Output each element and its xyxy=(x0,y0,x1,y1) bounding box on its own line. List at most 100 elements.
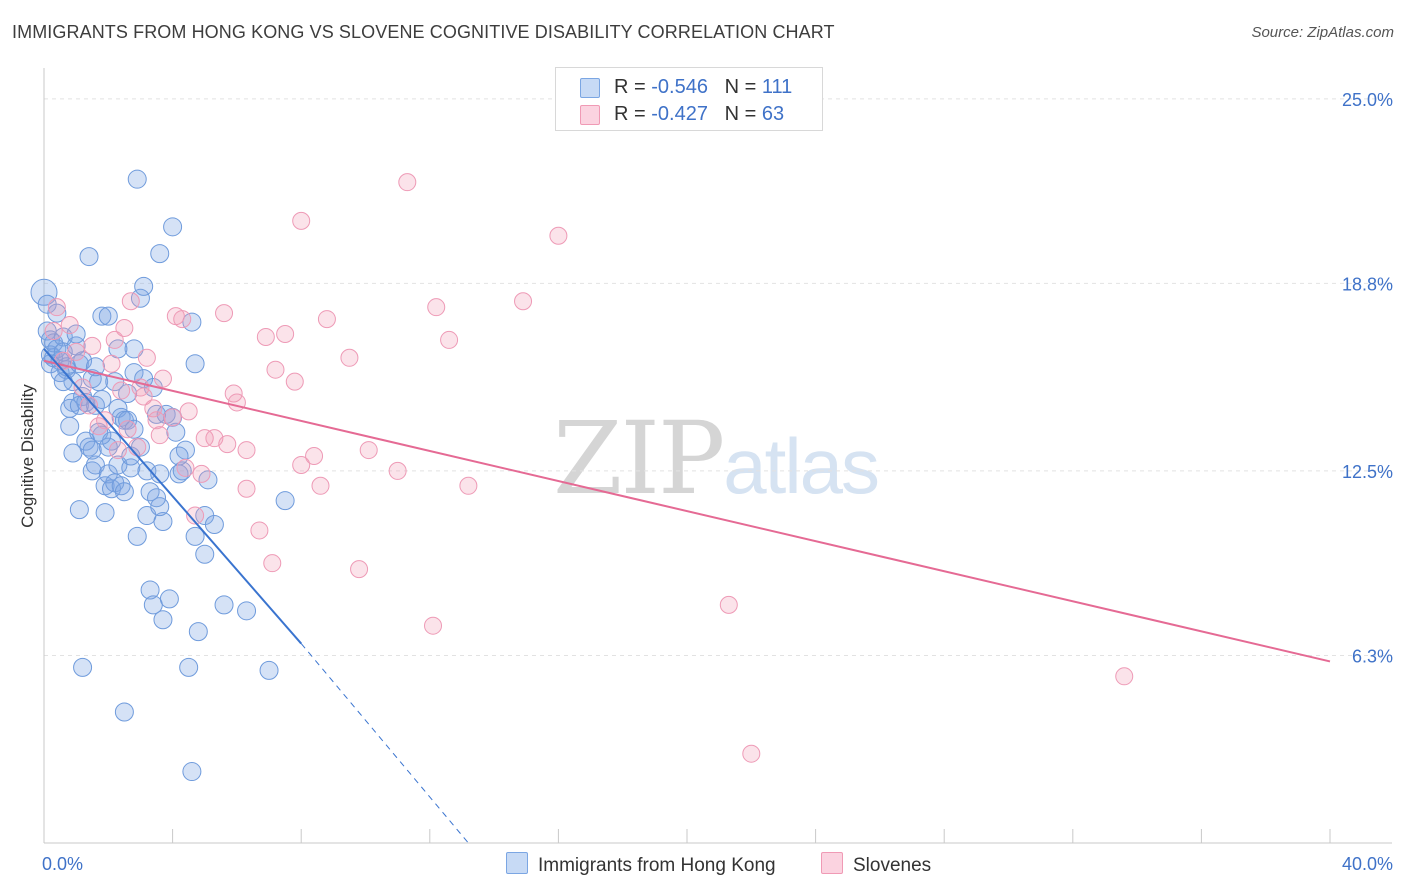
data-point-hong-kong xyxy=(185,526,205,546)
data-point-hong-kong xyxy=(124,339,144,359)
series-slovenes-points xyxy=(44,173,1134,763)
data-point-hong-kong xyxy=(147,488,167,508)
data-point-hong-kong xyxy=(73,657,93,677)
data-point-hong-kong xyxy=(134,276,154,296)
data-point-hong-kong xyxy=(69,500,89,520)
bottom-legend-hong-kong: Immigrants from Hong Kong xyxy=(506,852,776,877)
data-point-hong-kong xyxy=(137,461,157,481)
data-point-hong-kong xyxy=(111,476,131,496)
legend-r-value: -0.546 xyxy=(651,76,708,98)
data-point-hong-kong xyxy=(92,306,112,326)
data-point-hong-kong xyxy=(150,244,170,264)
data-point-hong-kong xyxy=(169,446,189,466)
data-point-slovenes xyxy=(1115,667,1134,686)
y-tick-label: 18.8% xyxy=(1342,274,1393,294)
data-point-slovenes xyxy=(195,429,214,448)
data-point-slovenes xyxy=(80,396,99,415)
data-point-hong-kong xyxy=(182,762,202,782)
trend-line-slovenes xyxy=(43,359,1331,663)
bottom-legend-label: Slovenes xyxy=(853,855,932,876)
data-point-hong-kong xyxy=(275,491,295,511)
data-point-hong-kong xyxy=(153,512,173,532)
data-point-slovenes xyxy=(398,173,417,192)
data-point-hong-kong xyxy=(195,544,215,564)
data-point-hong-kong xyxy=(188,622,208,642)
data-point-slovenes xyxy=(137,348,156,367)
data-point-slovenes xyxy=(256,327,275,346)
data-point-hong-kong xyxy=(130,288,150,308)
data-point-slovenes xyxy=(192,464,211,483)
legend-n-label: N = xyxy=(724,76,762,98)
bottom-legend-swatch-blue xyxy=(506,852,528,874)
legend: R = -0.546 N = 111 R = -0.427 N = 63 xyxy=(555,67,823,131)
data-point-slovenes xyxy=(311,476,330,495)
watermark-zip: ZIP xyxy=(553,400,725,517)
data-point-slovenes xyxy=(134,387,153,406)
data-point-slovenes xyxy=(440,330,459,349)
data-point-slovenes xyxy=(115,319,134,338)
data-point-slovenes xyxy=(276,324,295,343)
series-hong-kong-points xyxy=(30,169,295,782)
data-point-hong-kong xyxy=(179,657,199,677)
data-point-slovenes xyxy=(742,744,761,763)
bottom-legend-swatch-pink xyxy=(821,852,843,874)
data-point-hong-kong xyxy=(95,503,115,523)
data-point-hong-kong xyxy=(47,303,67,323)
data-point-slovenes xyxy=(102,354,121,373)
data-point-hong-kong xyxy=(259,660,279,680)
data-point-slovenes xyxy=(150,426,169,445)
data-point-slovenes xyxy=(128,438,147,457)
data-point-slovenes xyxy=(60,316,79,335)
legend-swatch-blue xyxy=(580,78,600,98)
legend-n-label: N = xyxy=(724,103,762,125)
data-point-hong-kong xyxy=(185,354,205,374)
grid-lines xyxy=(44,98,1392,656)
data-point-slovenes xyxy=(285,372,304,391)
data-point-slovenes xyxy=(424,616,443,635)
data-point-slovenes xyxy=(112,381,131,400)
bottom-legend-label: Immigrants from Hong Kong xyxy=(538,855,776,876)
y-tick-label: 25.0% xyxy=(1342,90,1393,110)
data-point-slovenes xyxy=(263,554,282,573)
data-point-hong-kong xyxy=(82,461,102,481)
data-point-hong-kong xyxy=(153,610,173,630)
data-point-slovenes xyxy=(147,411,166,430)
y-tick-label: 6.3% xyxy=(1352,646,1393,666)
data-point-slovenes xyxy=(83,336,102,355)
data-point-slovenes xyxy=(73,378,92,397)
source-note: Source: ZipAtlas.com xyxy=(1251,24,1394,41)
trend-line-hong-kong xyxy=(43,348,302,645)
data-point-slovenes xyxy=(215,304,234,323)
data-point-slovenes xyxy=(227,393,246,412)
data-point-hong-kong xyxy=(204,514,224,534)
data-point-hong-kong xyxy=(182,312,202,332)
data-point-slovenes xyxy=(144,399,163,418)
legend-r-value: -0.427 xyxy=(651,103,708,125)
legend-stats-hong-kong: R = -0.546 N = 111 xyxy=(614,76,792,99)
data-point-hong-kong xyxy=(159,589,179,609)
data-point-slovenes xyxy=(427,298,446,317)
data-point-slovenes xyxy=(218,435,237,454)
data-point-hong-kong xyxy=(63,443,83,463)
data-point-hong-kong xyxy=(163,217,183,237)
data-point-slovenes xyxy=(237,441,256,460)
data-point-slovenes xyxy=(153,369,172,388)
data-point-slovenes xyxy=(173,310,192,329)
data-point-hong-kong xyxy=(127,526,147,546)
data-point-hong-kong xyxy=(172,461,192,481)
trend-line-hong-kong-extension xyxy=(300,643,469,844)
data-point-slovenes xyxy=(121,292,140,311)
data-point-hong-kong xyxy=(98,437,118,457)
legend-r-label: R = xyxy=(614,76,652,98)
data-point-slovenes xyxy=(47,298,66,317)
y-tick-label: 12.5% xyxy=(1342,462,1393,482)
data-point-hong-kong xyxy=(98,306,118,326)
watermark-atlas: atlas xyxy=(723,422,880,510)
trend-lines xyxy=(43,348,1331,844)
data-point-hong-kong xyxy=(60,416,80,436)
data-point-slovenes xyxy=(292,455,311,474)
data-point-hong-kong xyxy=(166,422,186,442)
data-point-hong-kong xyxy=(79,247,99,267)
bottom-legend-slovenes: Slovenes xyxy=(821,852,931,877)
data-point-slovenes xyxy=(459,476,478,495)
